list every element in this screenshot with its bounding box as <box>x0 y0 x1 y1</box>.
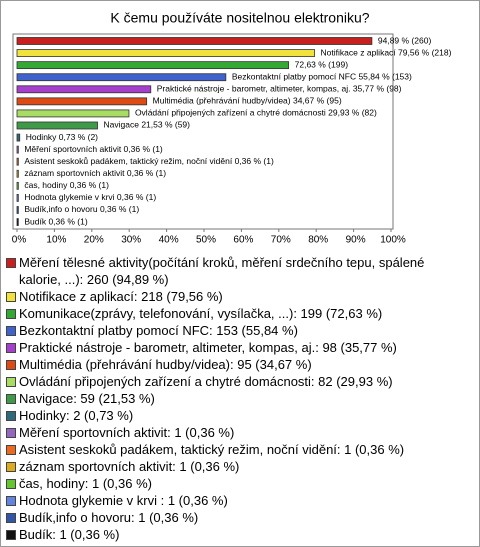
x-tick-label: 0% <box>12 235 27 246</box>
legend-swatch <box>6 377 16 387</box>
legend-item: Budík,info o hovoru: 1 (0,36 %) <box>5 509 467 526</box>
x-tick-label: 30% <box>121 235 141 246</box>
bar <box>16 194 19 202</box>
legend-label: Asistent seskoků padákem, taktický režim… <box>19 442 405 457</box>
bar <box>16 157 19 166</box>
bar-label: čas, hodiny 0,36 % (1) <box>24 180 109 190</box>
bar <box>16 97 148 106</box>
bar <box>16 181 19 190</box>
legend-swatch <box>6 428 16 438</box>
legend-item: Měření sportovních aktivit: 1 (0,36 %) <box>5 424 467 441</box>
legend-item: Multimédia (přehrávání hudby/videa): 95 … <box>5 356 467 373</box>
bar-label: Budík 0,36 % (1) <box>24 216 87 226</box>
legend-swatch <box>6 326 16 336</box>
legend: Měření tělesné aktivity(počítání kroků, … <box>5 254 467 543</box>
bar-label: 94,89 % (260) <box>378 35 432 45</box>
x-tick-label: 10% <box>46 235 66 246</box>
bar <box>16 49 315 57</box>
bar <box>16 37 373 45</box>
legend-label: Hodinky: 2 (0,73 %) <box>19 408 134 423</box>
legend-swatch <box>6 530 16 540</box>
x-tick-label: 20% <box>84 235 104 246</box>
bar <box>16 61 290 70</box>
bar-label: Měření sportovních aktivit 0,36 % (1) <box>24 144 163 154</box>
legend-item: Hodnota glykemie v krvi : 1 (0,36 %) <box>5 492 467 509</box>
bar-label: Ovládání připojených zařízení a chytré d… <box>135 108 377 118</box>
bar <box>16 169 19 178</box>
legend-item: Komunikace(zprávy, telefonování, vysílač… <box>5 305 467 322</box>
legend-label: čas, hodiny: 1 (0,36 %) <box>19 476 152 491</box>
legend-swatch <box>6 462 16 472</box>
legend-item: Praktické nástroje - barometr, altimeter… <box>5 339 467 356</box>
bar <box>16 133 21 142</box>
legend-item: Asistent seskoků padákem, taktický režim… <box>5 441 467 458</box>
bar-label: Praktické nástroje - barometr, altimeter… <box>157 84 402 94</box>
legend-swatch <box>6 496 16 506</box>
legend-label: Notifikace z aplikací: 218 (79,56 %) <box>19 289 223 304</box>
x-tick-label: 60% <box>233 235 253 246</box>
bar-label: Notifikace z aplikací 79,56 % (218) <box>321 47 452 57</box>
bar <box>16 121 98 130</box>
legend-item: Bezkontaktní platby pomocí NFC: 153 (55,… <box>5 322 467 339</box>
legend-label: Ovládání připojených zařízení a chytré d… <box>19 374 393 389</box>
legend-swatch <box>6 513 16 523</box>
bar <box>16 73 227 82</box>
legend-swatch <box>6 360 16 370</box>
legend-item: čas, hodiny: 1 (0,36 %) <box>5 475 467 492</box>
legend-swatch <box>6 258 16 268</box>
legend-label: Komunikace(zprávy, telefonování, vysílač… <box>19 306 383 321</box>
plot-frame <box>12 33 394 230</box>
bar-label: Asistent seskoků padákem, taktický režim… <box>24 156 274 166</box>
legend-label: Multimédia (přehrávání hudby/videa): 95 … <box>19 357 312 372</box>
legend-label: Měření tělesné aktivity(počítání kroků, … <box>19 255 425 287</box>
bar-label: Bezkontaktní platby pomocí NFC 55,84 % (… <box>232 71 412 81</box>
bar <box>16 145 19 154</box>
legend-label: Navigace: 59 (21,53 %) <box>19 391 155 406</box>
x-tick-label: 40% <box>159 235 179 246</box>
x-tick-label: 80% <box>308 235 328 246</box>
legend-item: záznam sportovních aktivit: 1 (0,36 %) <box>5 458 467 475</box>
bar <box>16 109 130 118</box>
legend-swatch <box>6 479 16 489</box>
legend-label: záznam sportovních aktivit: 1 (0,36 %) <box>19 459 240 474</box>
legend-item: Budík: 1 (0,36 %) <box>5 526 467 543</box>
legend-label: Měření sportovních aktivit: 1 (0,36 %) <box>19 425 235 440</box>
bar-label: 72,63 % (199) <box>295 59 349 69</box>
legend-label: Praktické nástroje - barometr, altimeter… <box>19 340 397 355</box>
legend-item: Ovládání připojených zařízení a chytré d… <box>5 373 467 390</box>
legend-swatch <box>6 394 16 404</box>
legend-swatch <box>6 309 16 319</box>
chart: K čemu používáte nositelnou elektroniku?… <box>12 10 452 246</box>
legend-label: Budík: 1 (0,36 %) <box>19 527 120 542</box>
x-tick-label: 100% <box>380 235 406 246</box>
bar-label: Budík,info o hovoru 0,36 % (1) <box>24 204 139 214</box>
bar-label: Hodnota glykemie v krvi 0,36 % (1) <box>24 192 156 202</box>
legend-label: Hodnota glykemie v krvi : 1 (0,36 %) <box>19 493 228 508</box>
legend-item: Měření tělesné aktivity(počítání kroků, … <box>5 254 467 288</box>
legend-label: Bezkontaktní platby pomocí NFC: 153 (55,… <box>19 323 298 338</box>
bar-label: záznam sportovních aktivit 0,36 % (1) <box>24 168 166 178</box>
bar-label: Hodinky 0,73 % (2) <box>26 132 98 142</box>
legend-swatch <box>6 411 16 421</box>
x-tick-label: 50% <box>196 235 216 246</box>
legend-label: Budík,info o hovoru: 1 (0,36 %) <box>19 510 199 525</box>
legend-swatch <box>6 445 16 455</box>
legend-item: Navigace: 59 (21,53 %) <box>5 390 467 407</box>
legend-item: Notifikace z aplikací: 218 (79,56 %) <box>5 288 467 305</box>
legend-item: Hodinky: 2 (0,73 %) <box>5 407 467 424</box>
bar-label: Navigace 21,53 % (59) <box>104 120 191 130</box>
x-tick-label: 90% <box>346 235 366 246</box>
bar <box>16 206 19 214</box>
x-tick-label: 70% <box>271 235 291 246</box>
bar <box>16 218 19 226</box>
chart-title: K čemu používáte nositelnou elektroniku? <box>110 10 369 26</box>
legend-swatch <box>6 343 16 353</box>
legend-swatch <box>6 292 16 302</box>
bar <box>16 85 152 94</box>
bar-label: Multimédia (přehrávání hudby/videa) 34,6… <box>153 96 342 106</box>
